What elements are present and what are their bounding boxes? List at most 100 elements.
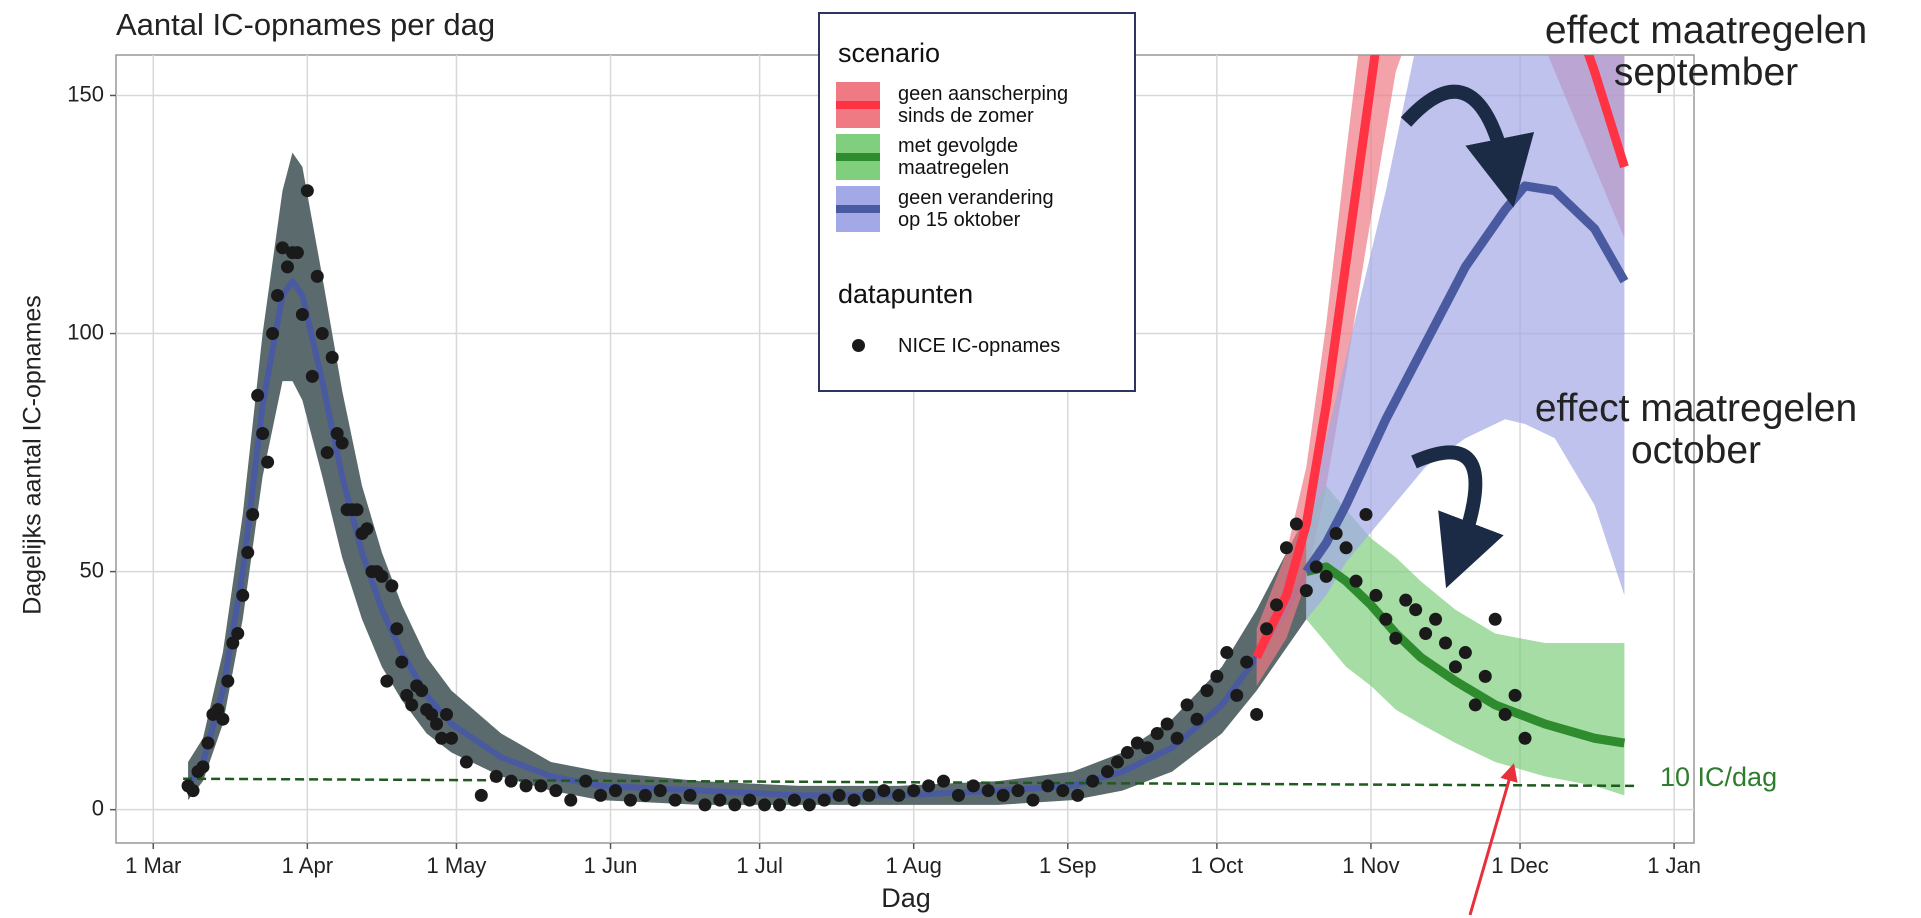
y-axis-label: Dagelijks aantal IC-opnames	[19, 295, 47, 615]
data-point	[862, 788, 876, 802]
x-tick-label: 1 May	[426, 853, 486, 878]
data-point	[713, 793, 727, 807]
data-point	[623, 793, 637, 807]
legend-entries: geen aanscherping sinds de zomer met gevo…	[836, 79, 1118, 235]
confidence-band	[1306, 55, 1625, 620]
y-tick-label: 0	[92, 795, 104, 820]
arrow	[1411, 445, 1504, 589]
data-point	[201, 736, 215, 750]
data-point	[330, 427, 344, 441]
data-point	[1458, 646, 1472, 660]
data-point	[683, 788, 697, 802]
x-tick-label: 1 Jul	[736, 853, 782, 878]
data-point	[638, 788, 652, 802]
data-point	[430, 717, 444, 731]
data-point	[280, 260, 294, 274]
chart-title: Aantal IC-opnames per dag	[116, 7, 495, 42]
data-point	[1379, 612, 1393, 626]
data-point	[1518, 731, 1532, 745]
data-point	[415, 684, 429, 698]
x-tick-label: 1 Aug	[886, 853, 942, 878]
data-point	[698, 798, 712, 812]
data-point	[1180, 698, 1194, 712]
y-tick-label: 150	[67, 81, 104, 106]
data-point	[1110, 755, 1124, 769]
data-point	[1498, 707, 1512, 721]
y-tick-label: 100	[67, 319, 104, 344]
legend-title: datapunten	[838, 279, 974, 309]
data-point	[847, 793, 861, 807]
annotation: effect maatregelen october	[1534, 387, 1858, 472]
data-point	[1389, 631, 1403, 645]
x-tick-label: 1 Sep	[1039, 853, 1097, 878]
data-point	[1309, 560, 1323, 574]
data-point	[290, 246, 304, 260]
x-axis-label: Dag	[881, 883, 931, 913]
data-point	[758, 798, 772, 812]
x-tick-label: 1 Mar	[125, 853, 181, 878]
data-point	[275, 241, 289, 255]
x-tick-label: 1 Jun	[584, 853, 638, 878]
data-point	[1409, 603, 1423, 617]
data-point	[261, 455, 275, 469]
data-point	[375, 569, 389, 583]
arrow	[1468, 763, 1518, 916]
data-point	[922, 779, 936, 793]
data-point	[1026, 793, 1040, 807]
data-point	[1359, 507, 1373, 521]
data-point	[380, 674, 394, 688]
data-point	[246, 507, 260, 521]
y-tick-label: 50	[80, 557, 104, 582]
data-point	[951, 788, 965, 802]
data-point	[216, 712, 230, 726]
data-point	[1230, 688, 1244, 702]
data-point	[564, 793, 578, 807]
data-point	[1071, 788, 1085, 802]
data-point	[1289, 517, 1303, 531]
data-point	[395, 655, 409, 669]
data-point	[1011, 784, 1025, 798]
data-point	[594, 788, 608, 802]
arrow	[1400, 84, 1535, 208]
data-point	[385, 579, 399, 593]
data-point	[1140, 741, 1154, 755]
data-point	[1468, 698, 1482, 712]
data-point	[1260, 622, 1274, 636]
data-point	[1279, 541, 1293, 555]
data-point	[360, 522, 374, 536]
data-point	[226, 636, 240, 650]
data-point	[996, 788, 1010, 802]
legend-entry: met gevolgde maatregelen	[836, 131, 1118, 183]
data-point	[1210, 669, 1224, 683]
data-point	[400, 688, 414, 702]
annotation: effect maatregelen september	[1544, 9, 1868, 94]
x-tick-label: 1 Apr	[282, 853, 333, 878]
data-point	[1478, 669, 1492, 683]
axes: 0 50 100 150 1 Mar 1 Apr 1 May 1 Jun 1 Jul 1 Aug 1…	[67, 81, 1701, 878]
data-point	[310, 269, 324, 283]
data-point	[315, 327, 329, 341]
data-point	[728, 798, 742, 812]
data-point	[1170, 731, 1184, 745]
data-point	[832, 788, 846, 802]
data-point	[1508, 688, 1522, 702]
data-point	[350, 503, 364, 517]
reference-line	[183, 777, 1635, 788]
data-point	[907, 784, 921, 798]
data-point	[504, 774, 518, 788]
data-point	[1329, 527, 1343, 541]
x-tick-label: 1 Oct	[1191, 853, 1244, 878]
data-point	[1160, 717, 1174, 731]
data-point	[877, 784, 891, 798]
data-point	[773, 798, 787, 812]
legend-label: NICE IC-opnames	[898, 335, 1061, 357]
data-point	[1150, 726, 1164, 740]
data-point	[266, 327, 280, 341]
data-point	[196, 760, 210, 774]
data-point	[474, 788, 488, 802]
data-point	[1101, 765, 1115, 779]
data-point	[966, 779, 980, 793]
data-point	[1200, 684, 1214, 698]
data-point	[1429, 612, 1443, 626]
data-point	[186, 784, 200, 798]
